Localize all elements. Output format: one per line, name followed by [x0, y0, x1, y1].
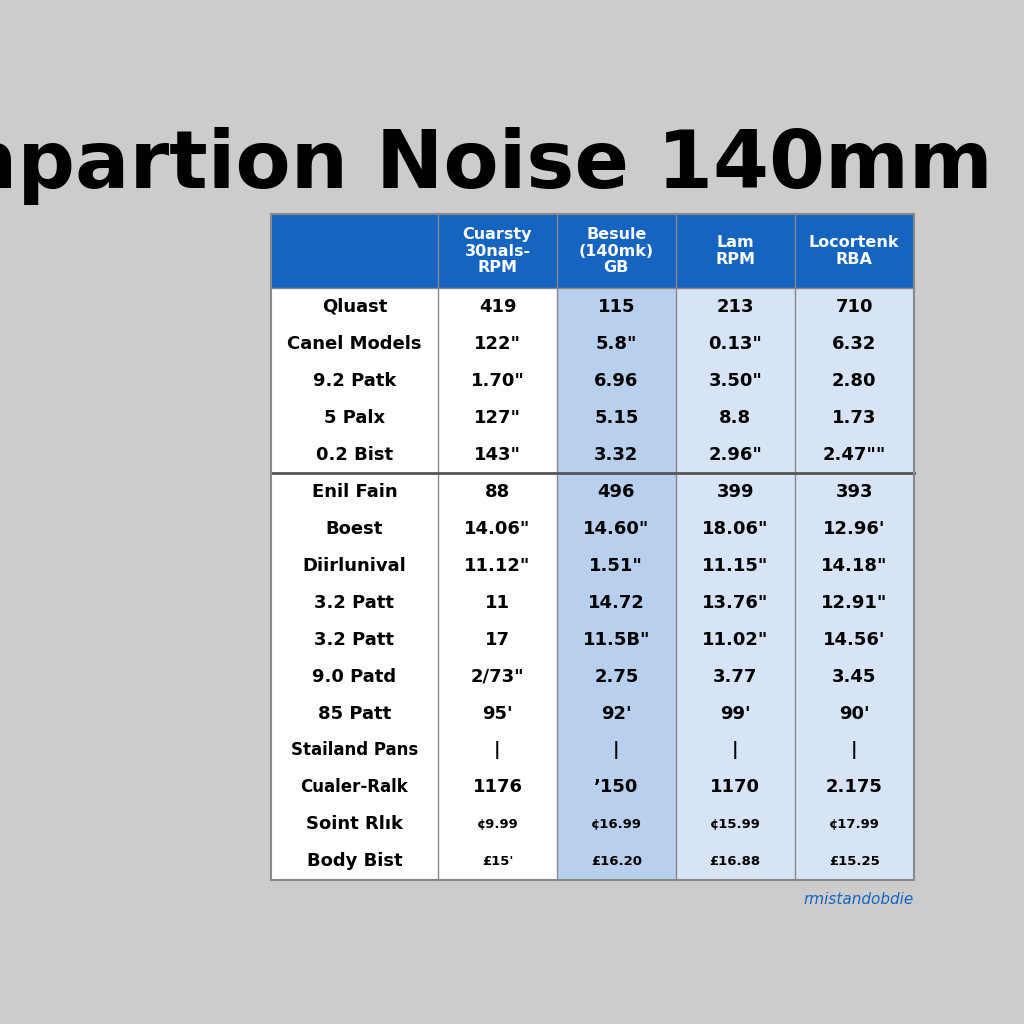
Text: 2/73": 2/73" — [471, 668, 524, 685]
Text: 9.2 Patk: 9.2 Patk — [312, 372, 396, 390]
Bar — [270, 214, 913, 289]
Text: 710: 710 — [836, 298, 872, 316]
Text: 14.18": 14.18" — [821, 557, 888, 574]
Text: 3.2 Patt: 3.2 Patt — [314, 594, 394, 611]
Text: 14.60": 14.60" — [584, 520, 649, 538]
Text: ¢16.99: ¢16.99 — [591, 818, 642, 830]
Text: 6.32: 6.32 — [833, 335, 877, 353]
Text: 1.73: 1.73 — [833, 409, 877, 427]
Bar — [270, 289, 438, 880]
Text: 88: 88 — [484, 482, 510, 501]
Text: 5.15: 5.15 — [594, 409, 639, 427]
Text: Diirlunival: Diirlunival — [302, 557, 407, 574]
Text: 1.51": 1.51" — [590, 557, 643, 574]
Text: 14.72: 14.72 — [588, 594, 645, 611]
Text: 3.2 Patt: 3.2 Patt — [314, 631, 394, 648]
Text: Cualer-Ralk: Cualer-Ralk — [300, 778, 409, 797]
Bar — [270, 214, 913, 880]
Text: Cuarsty
30nals-
RPM: Cuarsty 30nals- RPM — [463, 226, 532, 275]
Text: £15': £15' — [481, 855, 513, 868]
Text: 12.91": 12.91" — [821, 594, 888, 611]
Text: 5.8": 5.8" — [596, 335, 637, 353]
Text: |: | — [732, 741, 738, 760]
Text: 11.02": 11.02" — [702, 631, 768, 648]
Text: rmistandobdie: rmistandobdie — [804, 892, 913, 907]
Bar — [676, 289, 795, 880]
Text: 1176: 1176 — [472, 778, 522, 797]
Text: Besule
(140mk)
GB: Besule (140mk) GB — [579, 226, 654, 275]
Text: £16.88: £16.88 — [710, 855, 761, 868]
Text: 99': 99' — [720, 705, 751, 723]
Text: |: | — [495, 741, 501, 760]
Text: 9.0 Patd: 9.0 Patd — [312, 668, 396, 685]
Text: ¢15.99: ¢15.99 — [710, 818, 761, 830]
Text: 3.50": 3.50" — [709, 372, 762, 390]
Text: 14.56': 14.56' — [823, 631, 886, 648]
Text: Boest: Boest — [326, 520, 383, 538]
Text: 115: 115 — [598, 298, 635, 316]
Text: 92': 92' — [601, 705, 632, 723]
Text: 496: 496 — [598, 482, 635, 501]
Text: 393: 393 — [836, 482, 872, 501]
Text: 2.96": 2.96" — [709, 445, 762, 464]
Text: 2.75: 2.75 — [594, 668, 639, 685]
Text: 143": 143" — [474, 445, 521, 464]
Text: 419: 419 — [478, 298, 516, 316]
Text: Stailand Pans: Stailand Pans — [291, 741, 418, 760]
Text: 1.70": 1.70" — [470, 372, 524, 390]
Text: |: | — [613, 741, 620, 760]
Text: 95': 95' — [482, 705, 513, 723]
Text: |: | — [851, 741, 857, 760]
Text: Body Bist: Body Bist — [306, 852, 402, 870]
Text: 6.96: 6.96 — [594, 372, 639, 390]
Bar — [795, 289, 913, 880]
Text: ’150: ’150 — [594, 778, 639, 797]
Text: £16.20: £16.20 — [591, 855, 642, 868]
Text: 127": 127" — [474, 409, 521, 427]
Bar — [557, 289, 676, 880]
Text: Locortenk
RBA: Locortenk RBA — [809, 236, 899, 267]
Text: 85 Patt: 85 Patt — [317, 705, 391, 723]
Text: 5 Palx: 5 Palx — [324, 409, 385, 427]
Text: Enil Fain: Enil Fain — [311, 482, 397, 501]
Text: 0.2 Bist: 0.2 Bist — [315, 445, 393, 464]
Text: 3.32: 3.32 — [594, 445, 639, 464]
Text: 17: 17 — [485, 631, 510, 648]
Text: 13.76": 13.76" — [702, 594, 768, 611]
Text: 213: 213 — [717, 298, 754, 316]
Text: 14.06": 14.06" — [464, 520, 530, 538]
Text: 2.175: 2.175 — [825, 778, 883, 797]
Text: 1170: 1170 — [711, 778, 760, 797]
Text: 2.80: 2.80 — [831, 372, 877, 390]
Text: Qluast: Qluast — [322, 298, 387, 316]
Text: 399: 399 — [717, 482, 754, 501]
Text: Soint Rlık: Soint Rlık — [306, 815, 402, 834]
Text: 18.06": 18.06" — [702, 520, 769, 538]
Text: 2.47"": 2.47"" — [822, 445, 886, 464]
Text: 0.13": 0.13" — [709, 335, 762, 353]
Text: Canel Models: Canel Models — [287, 335, 422, 353]
Text: 11.5B": 11.5B" — [583, 631, 650, 648]
Text: 3.77: 3.77 — [713, 668, 758, 685]
Text: 11.15": 11.15" — [702, 557, 768, 574]
Text: 8.8: 8.8 — [719, 409, 752, 427]
Text: 11.12": 11.12" — [464, 557, 530, 574]
Bar — [438, 289, 557, 880]
Text: 90': 90' — [839, 705, 869, 723]
Text: Lam
RPM: Lam RPM — [716, 236, 756, 267]
Text: 12.96': 12.96' — [823, 520, 886, 538]
Text: 122": 122" — [474, 335, 521, 353]
Text: Compartion Noise 140mm Fans: Compartion Noise 140mm Fans — [0, 127, 1024, 205]
Text: ¢17.99: ¢17.99 — [828, 818, 880, 830]
Text: £15.25: £15.25 — [828, 855, 880, 868]
Text: 11: 11 — [485, 594, 510, 611]
Text: ¢9.99: ¢9.99 — [476, 818, 518, 830]
Text: 3.45: 3.45 — [833, 668, 877, 685]
